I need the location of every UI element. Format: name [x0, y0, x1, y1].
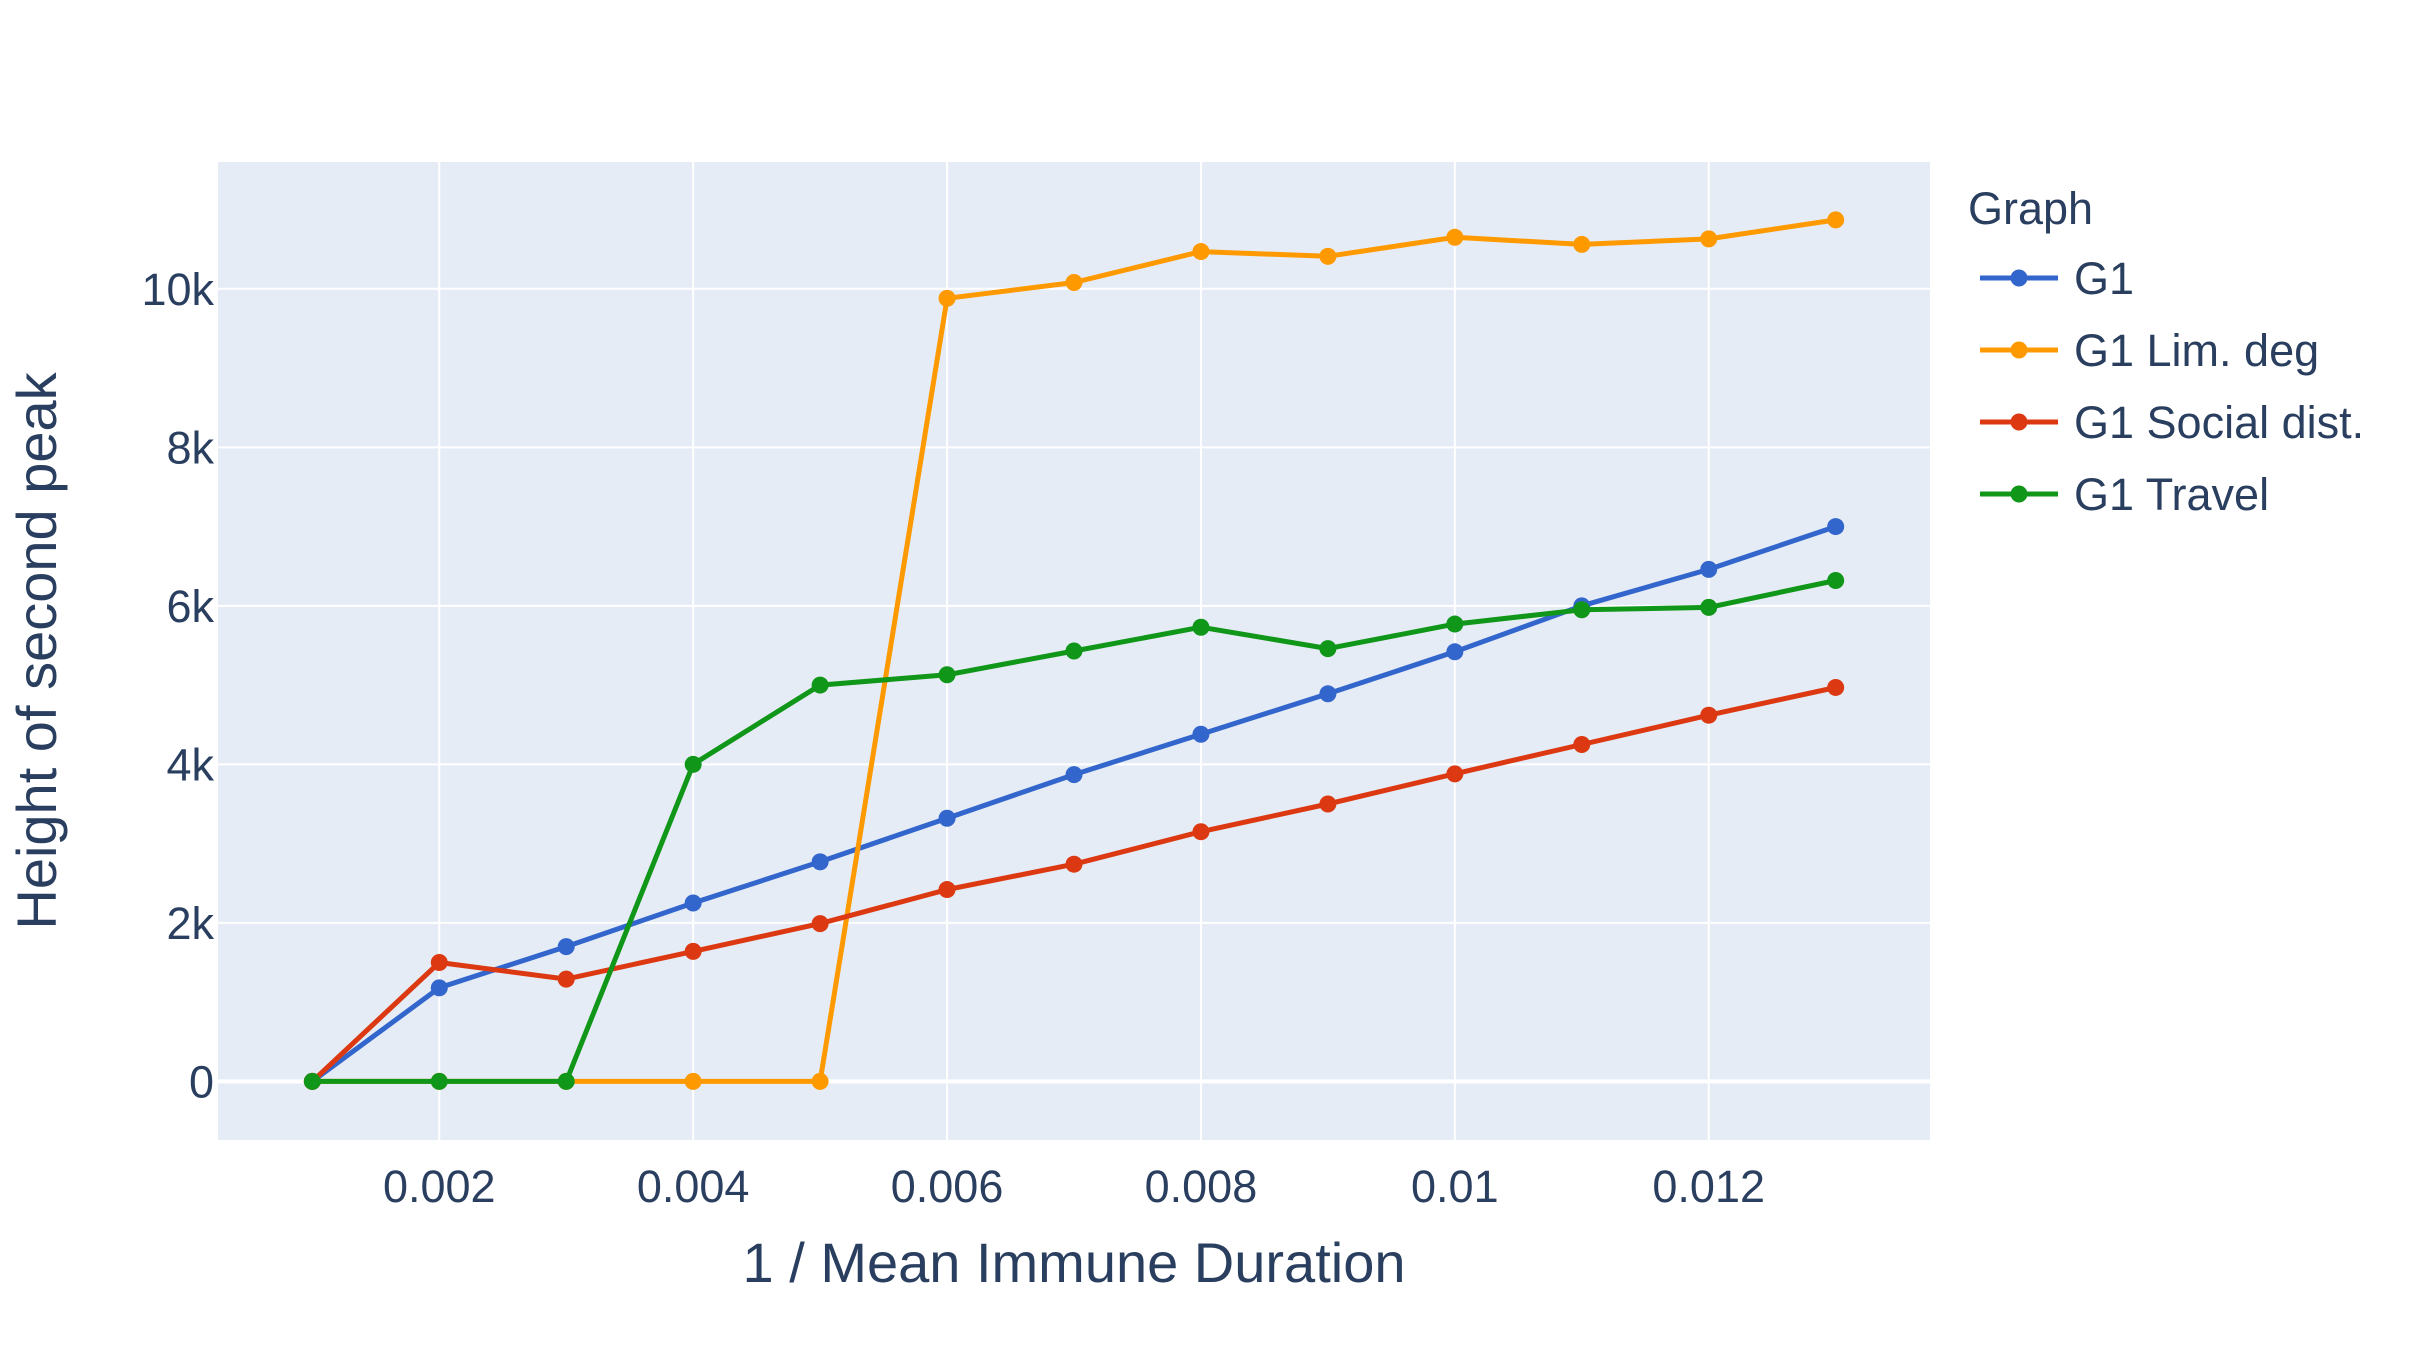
data-point: [1065, 766, 1083, 784]
y-tick-label: 2k: [166, 898, 214, 949]
legend-label: G1: [2074, 253, 2134, 304]
data-point: [811, 915, 829, 933]
x-tick-label: 0.01: [1411, 1161, 1499, 1212]
data-point: [1065, 273, 1083, 291]
data-point: [811, 853, 829, 871]
data-point: [811, 676, 829, 694]
legend-label: G1 Travel: [2074, 469, 2269, 520]
x-axis-title: 1 / Mean Immune Duration: [743, 1231, 1406, 1294]
legend-marker: [2010, 485, 2028, 503]
data-point: [1827, 678, 1845, 696]
legend-label: G1 Social dist.: [2074, 397, 2364, 448]
data-point: [1192, 725, 1210, 743]
series-g1-social-dist: [303, 678, 1845, 1090]
data-point: [557, 938, 575, 956]
y-tick-label: 4k: [166, 739, 214, 790]
data-point: [1319, 640, 1337, 658]
legend-item: G1 Travel: [1980, 469, 2269, 520]
legend-label: G1 Lim. deg: [2074, 325, 2319, 376]
data-point: [1573, 736, 1591, 754]
x-tick-label: 0.012: [1652, 1161, 1765, 1212]
data-point: [430, 1072, 448, 1090]
x-tick-label: 0.008: [1145, 1161, 1258, 1212]
data-point: [430, 953, 448, 971]
data-point: [1192, 618, 1210, 636]
data-point: [1319, 247, 1337, 265]
data-point: [1700, 560, 1718, 578]
data-point: [1573, 235, 1591, 253]
legend-item: G1 Social dist.: [1980, 397, 2364, 448]
data-point: [1319, 685, 1337, 703]
data-point: [1446, 643, 1464, 661]
y-axis-title: Height of second peak: [5, 371, 68, 929]
data-point: [1446, 765, 1464, 783]
data-point: [1065, 642, 1083, 660]
grid-lines: [218, 162, 1930, 1140]
data-point: [1446, 228, 1464, 246]
legend-item: G1: [1980, 253, 2134, 304]
data-point: [557, 1072, 575, 1090]
y-tick-label: 0: [189, 1056, 214, 1107]
data-point: [938, 881, 956, 899]
legend-marker: [2010, 413, 2028, 431]
data-point: [1192, 243, 1210, 261]
data-point: [1446, 615, 1464, 633]
data-point: [1827, 571, 1845, 589]
y-tick-label: 10k: [141, 264, 214, 315]
y-axis: 0 2k 4k 6k 8k 10k: [141, 264, 214, 1108]
data-point: [938, 666, 956, 684]
data-point: [684, 942, 702, 960]
legend: Graph G1 G1 Lim. deg G1 Social dist. G1 Tra…: [1968, 183, 2364, 520]
y-tick-label: 8k: [166, 422, 214, 473]
legend-marker: [2010, 341, 2028, 359]
data-point: [1700, 706, 1718, 724]
legend-title: Graph: [1968, 183, 2093, 234]
series-layer: [303, 211, 1845, 1090]
data-point: [1319, 795, 1337, 813]
data-point: [811, 1072, 829, 1090]
data-point: [684, 755, 702, 773]
data-point: [1573, 601, 1591, 619]
data-point: [1065, 855, 1083, 873]
data-point: [430, 979, 448, 997]
x-tick-label: 0.002: [383, 1161, 496, 1212]
series-g1-travel: [303, 571, 1845, 1090]
data-point: [557, 970, 575, 988]
legend-marker: [2010, 269, 2028, 287]
data-point: [938, 809, 956, 827]
y-tick-label: 6k: [166, 581, 214, 632]
data-point: [1827, 211, 1845, 229]
data-point: [1827, 518, 1845, 536]
x-tick-label: 0.004: [637, 1161, 750, 1212]
legend-item: G1 Lim. deg: [1980, 325, 2319, 376]
data-point: [1700, 230, 1718, 248]
data-point: [684, 894, 702, 912]
x-tick-label: 0.006: [891, 1161, 1004, 1212]
data-point: [1700, 598, 1718, 616]
data-point: [303, 1072, 321, 1090]
x-axis: 0.002 0.004 0.006 0.008 0.01 0.012: [383, 1161, 1765, 1212]
data-point: [1192, 823, 1210, 841]
data-point: [938, 289, 956, 307]
data-point: [684, 1072, 702, 1090]
